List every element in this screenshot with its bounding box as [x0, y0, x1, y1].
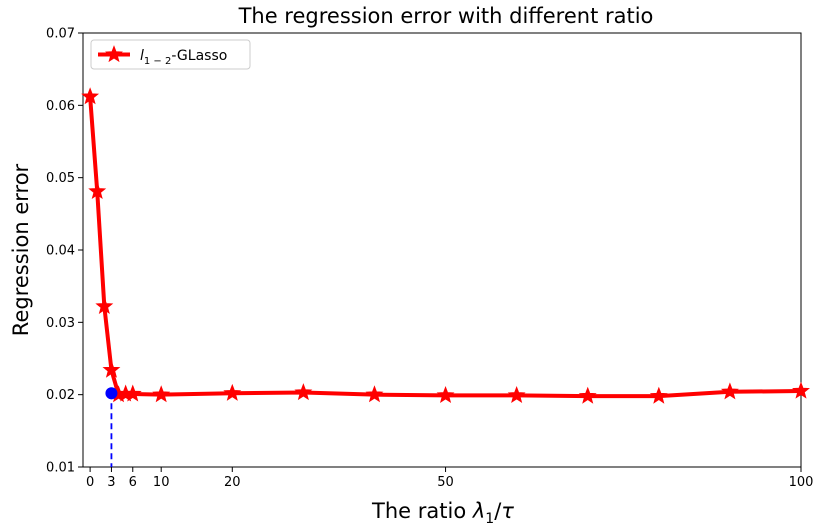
x-axis-title: The ratio λ1/τ [371, 499, 514, 527]
y-tick-label: 0.06 [46, 99, 75, 114]
data-point-star [294, 383, 313, 401]
x-tick-label: 10 [153, 475, 170, 490]
data-point-star [578, 386, 597, 404]
legend: l1 − 2-GLasso [90, 39, 251, 70]
y-axis: 0.01 0.02 0.03 0.04 0.05 0.06 0.07 [46, 27, 83, 476]
x-tick-label: 3 [107, 475, 115, 490]
y-tick-label: 0.02 [46, 388, 75, 403]
legend-marker [105, 45, 123, 63]
y-axis-title: Regression error [9, 163, 33, 336]
data-point-star [102, 360, 121, 378]
plot-area-frame [82, 32, 802, 468]
y-tick-label: 0.07 [46, 27, 75, 42]
data-point-star [223, 383, 242, 401]
legend-box [90, 39, 251, 70]
data-point-star [365, 385, 384, 403]
x-tick-label: 6 [129, 475, 137, 490]
series-layer [81, 87, 810, 467]
x-tick-label: 100 [789, 475, 814, 490]
chart-title: The regression error with different rati… [238, 4, 654, 28]
x-tick-label: 20 [224, 475, 241, 490]
data-point-star [95, 297, 114, 315]
data-point-star [792, 381, 810, 399]
data-point-star [123, 384, 142, 402]
legend-star-icon [105, 45, 123, 63]
data-point-star [649, 386, 668, 404]
data-point-star [507, 385, 526, 403]
x-tick-label: 0 [86, 475, 94, 490]
data-point-star [720, 382, 739, 400]
y-tick-label: 0.03 [46, 316, 75, 331]
data-point-star [436, 385, 455, 403]
series-line [88, 94, 803, 399]
data-point-star [152, 385, 171, 403]
x-tick-label: 50 [437, 475, 454, 490]
highlight-point [105, 387, 118, 400]
data-point-star [88, 182, 107, 200]
y-tick-label: 0.04 [46, 244, 75, 259]
legend-label: l1 − 2-GLasso [140, 48, 227, 67]
y-tick-label: 0.05 [46, 171, 75, 186]
data-point-star [81, 87, 100, 105]
x-axis: 0 3 6 10 20 50 100 [86, 467, 813, 490]
y-tick-label: 0.01 [46, 461, 75, 476]
